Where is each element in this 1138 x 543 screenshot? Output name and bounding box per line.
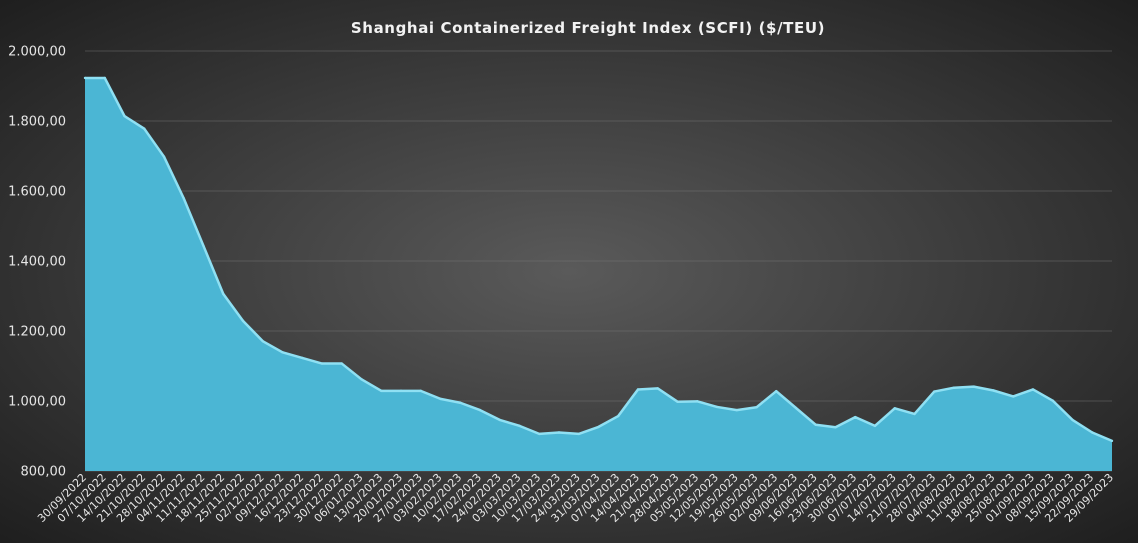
data-point [933,390,936,393]
data-point [439,397,442,401]
data-point [162,155,166,158]
data-point [380,389,383,393]
y-tick-label: 1.600,00 [8,185,66,200]
data-point [340,362,343,365]
data-point [182,197,185,200]
data-point [854,415,857,419]
data-point [1091,431,1094,434]
data-point [794,406,798,410]
data-point [972,385,975,388]
area-fill [85,77,1112,471]
y-tick-label: 2.000,00 [8,45,66,60]
data-point [873,424,877,428]
data-point [498,418,501,422]
data-point [241,319,245,323]
data-point [518,424,521,428]
data-point [123,114,126,118]
data-point [656,387,659,390]
data-point [222,292,225,296]
data-point [952,386,956,389]
data-point [676,400,679,403]
data-point [320,362,324,365]
y-tick-label: 1.400,00 [8,255,66,270]
data-point [1051,399,1054,402]
data-point [281,351,284,354]
data-point [775,390,778,393]
data-point [913,412,916,416]
y-tick-label: 1.200,00 [8,325,66,340]
series-area [83,76,1114,471]
data-point [419,389,422,393]
data-point [992,389,995,392]
data-point [143,127,146,130]
data-point [459,401,462,404]
data-point [715,405,719,409]
data-point [557,431,561,434]
data-point [202,244,205,248]
y-tick-label: 800,00 [21,465,67,480]
data-point [735,408,738,412]
data-point [834,426,837,429]
data-point [696,400,699,403]
data-point [301,356,304,360]
data-point [1031,388,1035,391]
data-point [636,388,640,391]
data-point [617,414,620,418]
data-point [1012,395,1015,398]
data-point [83,76,87,80]
data-point [1071,418,1074,422]
chart-title: Shanghai Containerized Freight Index (SC… [351,19,825,37]
data-point [1110,439,1114,443]
data-point [399,389,403,393]
data-point [577,432,580,436]
data-point [360,378,363,381]
data-point [538,432,541,436]
data-point [478,408,482,412]
data-point [103,76,106,80]
y-axis: 800,00 1.000,00 1.200,00 1.400,00 1.600,00 1.… [8,45,66,480]
data-point [261,339,264,343]
data-point [814,423,817,426]
y-tick-label: 1.800,00 [8,115,66,130]
data-point [893,407,896,410]
data-point [597,425,600,429]
y-tick-label: 1.000,00 [8,395,66,410]
x-axis: 30/09/202207/10/202214/10/202221/10/2022… [35,471,1116,525]
data-point [755,406,758,409]
